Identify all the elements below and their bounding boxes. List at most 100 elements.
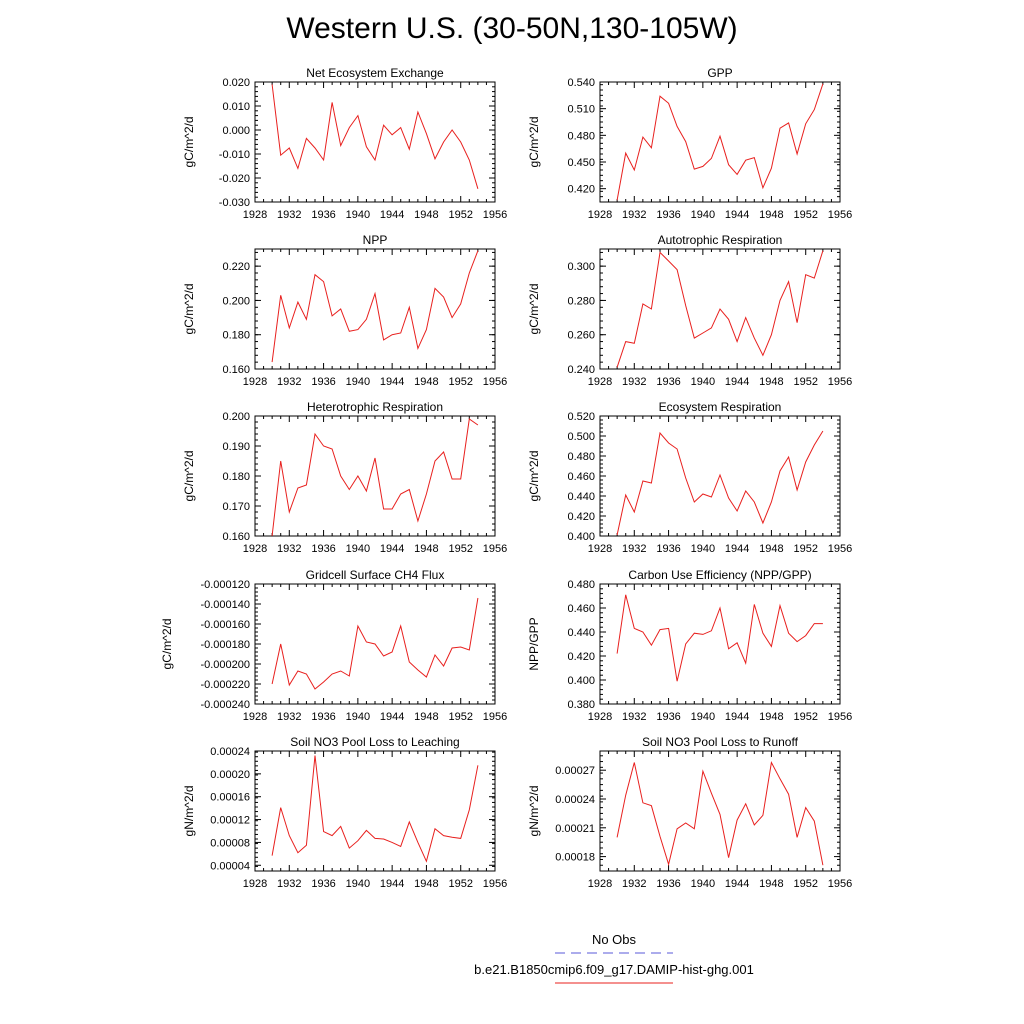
y-tick-label: 0.480 [567,579,595,591]
y-tick-label: 0.400 [567,531,595,543]
x-tick-label: 1944 [380,878,404,890]
chart-panel-1: GPP gC/m^2/d 1928 1932 1936 1940 1944 1948 1952 1… [527,66,852,221]
x-tick-label: 1956 [828,209,852,221]
chart-panel-8: Soil NO3 Pool Loss to Leaching gN/m^2/d 19… [182,735,507,890]
y-tick-label: 0.00018 [555,852,595,864]
x-tick-label: 1956 [483,543,507,555]
x-tick-label: 1952 [448,711,472,723]
y-axis-label: gC/m^2/d [527,284,541,335]
x-tick-label: 1952 [793,878,817,890]
chart-panel-0: Net Ecosystem Exchange gC/m^2/d 1928 1932 19… [182,66,507,221]
series-line-0 [616,83,824,201]
chart-panel-2: NPP gC/m^2/d 1928 1932 1936 1940 1944 1948 1952 1… [182,233,507,388]
x-tick-label: 1944 [380,543,404,555]
series-line-0 [271,755,479,863]
y-tick-label: 0.520 [567,411,595,423]
y-axis-label: gC/m^2/d [527,451,541,502]
x-tick-label: 1944 [380,376,404,388]
x-tick-label: 1936 [656,543,680,555]
x-tick-label: 1956 [828,711,852,723]
x-tick-label: 1936 [311,878,335,890]
x-tick-label: 1936 [311,543,335,555]
plot-frame [254,750,496,872]
x-tick-label: 1932 [622,376,646,388]
x-tick-label: 1936 [656,376,680,388]
plot-frame [254,81,496,203]
x-tick-label: 1928 [243,209,267,221]
y-tick-label: 0.00021 [555,823,595,835]
series-line-0 [616,594,823,682]
y-tick-label: 0.000 [222,125,250,137]
x-tick-label: 1944 [725,711,749,723]
x-tick-label: 1936 [656,209,680,221]
y-tick-label: 0.200 [222,411,250,423]
x-tick-label: 1944 [725,376,749,388]
y-tick-label: -0.000220 [200,679,250,691]
chart-panel-7: Carbon Use Efficiency (NPP/GPP) NPP/GPP 19… [527,568,852,723]
panel-title: Soil NO3 Pool Loss to Leaching [290,735,459,749]
x-tick-label: 1948 [414,711,438,723]
chart-panel-3: Autotrophic Respiration gC/m^2/d 1928 1932 1… [527,233,852,388]
y-tick-label: 0.00016 [210,792,250,804]
panel-title: Autotrophic Respiration [658,233,783,247]
x-tick-label: 1944 [725,209,749,221]
y-tick-label: 0.00024 [210,746,250,758]
x-tick-label: 1952 [448,543,472,555]
panel-title: NPP [363,233,388,247]
chart-panel-6: Gridcell Surface CH4 Flux gC/m^2/d 1928 193… [160,568,507,723]
x-tick-label: 1948 [759,209,783,221]
x-tick-label: 1928 [588,376,612,388]
y-tick-label: 0.510 [567,104,595,116]
x-tick-label: 1956 [483,878,507,890]
y-tick-label: 0.220 [222,261,250,273]
y-axis-label: NPP/GPP [527,617,541,670]
panel-title: Net Ecosystem Exchange [306,66,444,80]
x-tick-label: 1948 [759,543,783,555]
x-tick-label: 1956 [483,711,507,723]
y-tick-label: 0.380 [567,699,595,711]
x-tick-label: 1940 [691,543,715,555]
y-tick-label: 0.180 [222,330,250,342]
y-tick-label: 0.450 [567,157,595,169]
x-tick-label: 1944 [380,711,404,723]
y-tick-label: 0.480 [567,451,595,463]
panel-title: Soil NO3 Pool Loss to Runoff [642,735,799,749]
x-tick-label: 1932 [622,543,646,555]
x-tick-label: 1940 [691,376,715,388]
y-tick-label: 0.170 [222,501,250,513]
y-tick-label: -0.000140 [200,599,250,611]
y-tick-label: 0.460 [567,603,595,615]
legend-obs-label: No Obs [591,932,637,947]
panel-title: Carbon Use Efficiency (NPP/GPP) [628,568,811,582]
series-line-0 [271,250,479,363]
y-tick-label: -0.020 [219,173,250,185]
y-tick-label: 0.190 [222,441,250,453]
y-tick-label: -0.000180 [200,639,250,651]
series-line-0 [271,84,479,189]
x-tick-label: 1928 [588,878,612,890]
x-tick-label: 1940 [691,878,715,890]
chart-panel-5: Ecosystem Respiration gC/m^2/d 1928 1932 193… [527,400,852,555]
x-tick-label: 1944 [725,543,749,555]
y-tick-label: 0.420 [567,184,595,196]
x-tick-label: 1948 [759,376,783,388]
y-tick-label: 0.240 [567,364,595,376]
y-tick-label: 0.440 [567,491,595,503]
y-tick-label: -0.000120 [200,579,250,591]
x-tick-label: 1952 [793,209,817,221]
y-tick-label: 0.500 [567,431,595,443]
x-tick-label: 1952 [793,376,817,388]
y-tick-label: 0.00027 [555,765,595,777]
legend-model-label: b.e21.B1850cmip6.f09_g17.DAMIP-hist-ghg.… [474,962,754,977]
plot-frame [599,583,841,705]
y-tick-label: 0.180 [222,471,250,483]
series-line-0 [616,430,824,536]
y-tick-label: 0.00008 [210,837,250,849]
x-tick-label: 1932 [622,711,646,723]
y-axis-label: gC/m^2/d [527,117,541,168]
y-axis-label: gN/m^2/d [527,786,541,837]
x-tick-label: 1944 [380,209,404,221]
y-tick-label: 0.420 [567,511,595,523]
x-tick-label: 1952 [448,878,472,890]
legend-obs-line [555,952,673,954]
